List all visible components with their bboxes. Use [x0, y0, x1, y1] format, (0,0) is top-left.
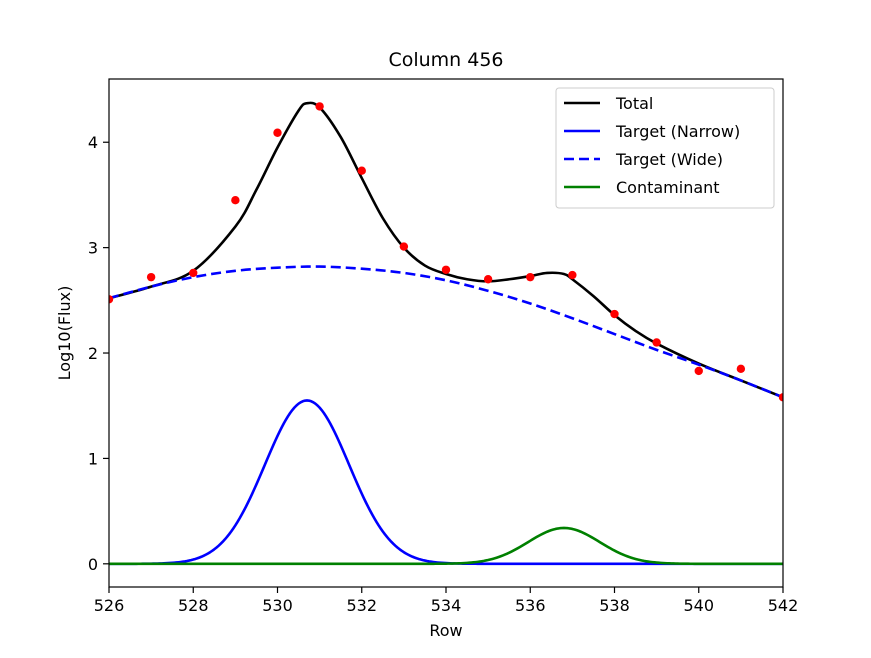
data-point: [109, 295, 114, 304]
data-point: [483, 275, 493, 284]
data-point: [315, 102, 324, 111]
data-point: [273, 128, 282, 137]
y-tick-label: 1: [88, 449, 98, 468]
x-tick-label: 532: [346, 596, 377, 615]
y-tick-label: 2: [88, 344, 98, 363]
series-line-contaminant: [109, 526, 783, 566]
data-point: [399, 242, 409, 251]
data-point: [441, 265, 451, 274]
x-axis: 526 528 530 532 534 536 538 540 542: [94, 587, 799, 615]
x-tick-label: 530: [262, 596, 293, 615]
data-point: [231, 196, 240, 205]
legend-label: Target (Wide): [615, 150, 723, 169]
legend-label: Total: [615, 94, 653, 113]
data-point: [736, 364, 746, 374]
data-point: [357, 166, 366, 175]
x-tick-label: 526: [94, 596, 125, 615]
y-tick-label: 0: [88, 555, 98, 574]
chart-title: Column 456: [388, 49, 503, 71]
data-point: [778, 393, 783, 402]
y-tick-label: 3: [88, 239, 98, 258]
x-tick-label: 538: [599, 596, 630, 615]
legend-label: Contaminant: [616, 178, 720, 197]
legend-box: [555, 87, 775, 209]
x-tick-label: 536: [515, 596, 546, 615]
data-point: [568, 270, 577, 280]
legend: Total Target (Narrow) Target (Wide) Contami…: [555, 87, 775, 209]
series-line-target-wide: [109, 265, 783, 399]
data-point: [189, 268, 198, 278]
y-axis: 0 1 2 3 4: [88, 133, 109, 574]
data-point: [694, 366, 703, 376]
x-axis-title: Row: [429, 621, 462, 640]
x-tick-label: 542: [768, 596, 799, 615]
data-point: [146, 272, 156, 282]
y-tick-label: 4: [88, 133, 98, 152]
y-axis-title: Log10(Flux): [55, 286, 74, 381]
x-tick-label: 540: [683, 596, 714, 615]
data-point: [610, 309, 619, 319]
x-tick-label: 534: [431, 596, 462, 615]
x-tick-label: 528: [178, 596, 209, 615]
data-point: [526, 272, 535, 282]
data-point: [652, 338, 661, 347]
legend-label: Target (Narrow): [615, 122, 740, 141]
series-line-total: [109, 101, 783, 399]
